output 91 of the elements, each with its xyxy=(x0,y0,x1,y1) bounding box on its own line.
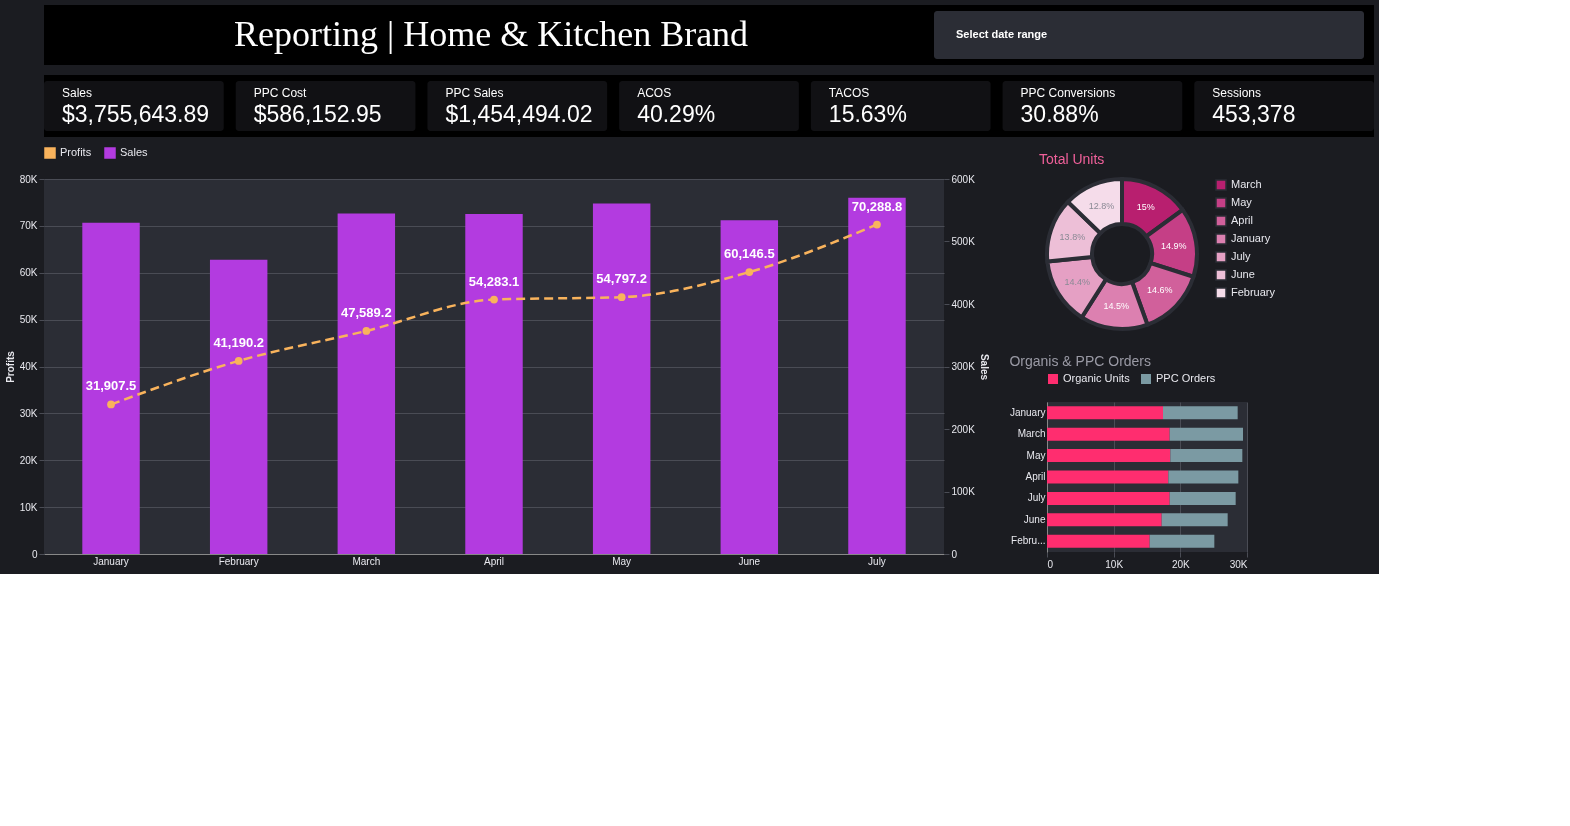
y-tick-label: June xyxy=(1023,513,1046,525)
text: 40.29% xyxy=(637,101,716,127)
y-tick-label: April xyxy=(1025,471,1046,482)
text: Reporting | Home & Kitchen Brand xyxy=(234,14,749,54)
y-tick-label: January xyxy=(1009,406,1046,418)
y-tick-label: 50K xyxy=(19,314,38,326)
x-tick-label: February xyxy=(218,555,259,567)
point xyxy=(362,327,371,335)
data-label: 14.6% xyxy=(1147,285,1173,296)
y2-tick-label: 600K xyxy=(951,173,976,185)
y-tick-label: 60K xyxy=(19,267,38,279)
chart-title: Total Units xyxy=(1039,151,1105,167)
point xyxy=(745,268,754,276)
text: TACOS xyxy=(828,86,870,100)
y-tick-label: 80K xyxy=(19,173,38,185)
data-label: 60,146.5 xyxy=(724,246,775,262)
legend-label: June xyxy=(1231,268,1255,280)
text: Sessions xyxy=(1212,86,1261,100)
point xyxy=(234,357,243,365)
y2-tick-label: 100K xyxy=(951,486,976,497)
text: Sales xyxy=(62,86,93,100)
y-axis-title: Profits xyxy=(4,350,16,383)
y2-tick-label: 300K xyxy=(951,361,976,372)
data-label: 54,797.2 xyxy=(596,271,647,287)
bar xyxy=(848,197,906,554)
point xyxy=(617,293,626,301)
point xyxy=(107,400,115,409)
x-tick-label: January xyxy=(93,555,129,567)
text: 453,378 xyxy=(1212,101,1296,127)
bar xyxy=(720,220,779,554)
text: 15.63% xyxy=(828,101,907,127)
x-tick-label: June xyxy=(738,555,761,567)
legend-label: January xyxy=(1231,232,1271,244)
data-label: 13.8% xyxy=(1059,231,1086,242)
y-tick-label: 40K xyxy=(19,361,38,372)
data-label: 47,589.2 xyxy=(341,304,392,320)
text: PPC Sales xyxy=(445,86,504,100)
text: Select date range xyxy=(956,28,1048,40)
bar xyxy=(209,259,268,554)
data-label: 54,283.1 xyxy=(468,273,520,289)
legend-label: Profits xyxy=(60,146,92,158)
y2-tick-label: 200K xyxy=(951,423,976,435)
legend-label: February xyxy=(1231,286,1276,298)
y-tick-label: July xyxy=(1027,492,1046,504)
x-tick-label: 10K xyxy=(1105,558,1124,570)
y2-tick-label: 400K xyxy=(951,298,976,310)
text: $1,454,494.02 xyxy=(445,101,593,127)
legend-label: PPC Orders xyxy=(1156,372,1216,384)
y2-axis-title: Sales xyxy=(978,353,990,381)
y-tick-label: 10K xyxy=(19,501,38,513)
bar xyxy=(337,213,396,554)
bar xyxy=(465,214,523,554)
legend-label: Organic Units xyxy=(1063,372,1131,384)
x-tick-label: March xyxy=(352,555,381,567)
data-label: 12.8% xyxy=(1088,200,1115,211)
y-tick-label: 70K xyxy=(19,220,38,232)
data-label: 14.9% xyxy=(1161,240,1187,251)
x-tick-label: 0 xyxy=(1047,558,1054,570)
data-label: 14.4% xyxy=(1064,276,1091,287)
x-tick-label: July xyxy=(868,555,886,567)
y-tick-label: March xyxy=(1017,428,1046,440)
text: PPC Cost xyxy=(253,86,308,100)
legend-label: April xyxy=(1231,214,1254,226)
data-label: 14.5% xyxy=(1103,301,1129,312)
legend-label: May xyxy=(1231,196,1253,208)
data-label: 70,288.8 xyxy=(851,198,903,214)
legend-label: March xyxy=(1231,178,1262,190)
text: $3,755,643.89 xyxy=(62,101,210,127)
bar xyxy=(82,222,140,554)
text: 30.88% xyxy=(1020,101,1099,127)
point xyxy=(490,295,498,304)
y-tick-label: May xyxy=(1026,449,1046,461)
text: PPC Conversions xyxy=(1020,86,1116,100)
legend-label: July xyxy=(1231,250,1252,262)
data-label: 41,190.2 xyxy=(213,334,264,350)
y-tick-label: Febru... xyxy=(1011,535,1046,547)
data-label: 31,907.5 xyxy=(85,378,137,394)
chart-title: Organis & PPC Orders xyxy=(1009,353,1152,369)
x-tick-label: May xyxy=(612,555,632,567)
bar xyxy=(592,203,651,554)
y2-tick-label: 500K xyxy=(951,236,976,247)
text: $586,152.95 xyxy=(253,101,382,127)
point xyxy=(873,220,881,229)
y-tick-label: 20K xyxy=(19,454,38,466)
x-tick-label: April xyxy=(483,555,505,567)
x-tick-label: 20K xyxy=(1171,558,1191,570)
y-tick-label: 30K xyxy=(19,407,38,419)
x-tick-label: 30K xyxy=(1229,558,1248,570)
text: ACOS xyxy=(637,86,672,100)
data-label: 15% xyxy=(1136,202,1155,213)
legend-label: Sales xyxy=(120,146,149,158)
